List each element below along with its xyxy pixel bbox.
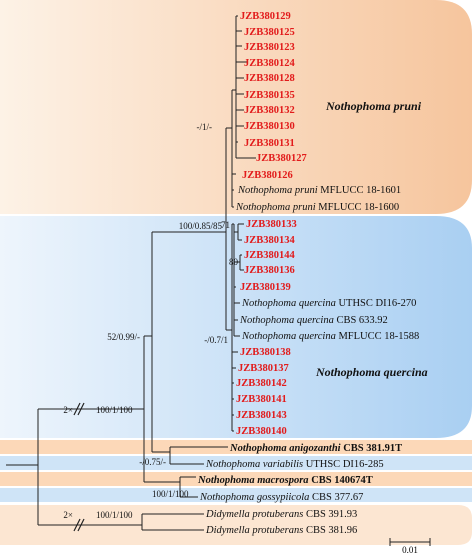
- scale-bar-label: 0.01: [402, 545, 418, 555]
- taxon-labels: JZB380129 JZB380125 JZB380123 JZB380124 JZB3…: [197, 11, 419, 536]
- taxon-strain-id: CBS 140674T: [309, 475, 373, 486]
- taxon-strain-id: UTHSC DI16-270: [336, 298, 417, 309]
- taxon-strain-id: MFLUCC 18-1588: [336, 331, 419, 342]
- taxon-new-strain-jzb380140: JZB380140: [236, 426, 287, 437]
- support-quercina-low: -/0.7/1: [204, 335, 228, 345]
- break-mark-label-lower: 2×: [63, 510, 73, 520]
- taxon-nothophoma-quercina-uthsc-di16-270: Nothophoma quercina UTHSC DI16-270: [241, 298, 416, 309]
- taxon-species-name: Nothophoma gossypiicola: [199, 492, 309, 503]
- taxon-species-name: Nothophoma pruni: [237, 185, 318, 196]
- taxon-nothophoma-pruni-mflucc-18-1600: Nothophoma pruni MFLUCC 18-1600: [235, 202, 399, 213]
- support-inner-80: 80: [229, 257, 239, 267]
- taxon-new-strain-jzb380144: JZB380144: [244, 250, 296, 261]
- support-node-52: 52/0.99/-: [107, 332, 140, 342]
- support-node-100-upper: 100/1/100: [96, 405, 133, 415]
- taxon-didymella-protuberans-cbs-381-96: Didymella protuberans CBS 381.96: [205, 525, 357, 536]
- branch-break-marks: [73, 402, 85, 532]
- taxon-new-strain-jzb380133: JZB380133: [246, 219, 297, 230]
- taxon-nothophoma-quercina-cbs-633-92: Nothophoma quercina CBS 633.92: [239, 315, 388, 326]
- taxon-new-strain-jzb380131: JZB380131: [244, 138, 295, 149]
- taxon-new-strain-jzb380128: JZB380128: [244, 73, 295, 84]
- outgroup-background: [0, 505, 472, 545]
- taxon-nothophoma-anigozanthi-cbs-381-91t: Nothophoma anigozanthi CBS 381.91T: [229, 443, 402, 454]
- taxon-strain-id: CBS 381.96: [303, 525, 357, 536]
- taxon-new-strain-jzb380123: JZB380123: [244, 42, 295, 53]
- taxon-strain-id: MFLUCC 18-1601: [318, 185, 401, 196]
- clade-labels: Nothophoma pruni Nothophoma quercina: [315, 99, 428, 379]
- taxon-new-strain-jzb380139: JZB380139: [240, 282, 291, 293]
- taxon-strain-id: UTHSC DI16-285: [303, 459, 384, 470]
- support-pruni-clade: -/1/-: [197, 122, 213, 132]
- taxon-new-strain-jzb380129: JZB380129: [240, 11, 291, 22]
- taxon-species-name: Didymella protuberans: [205, 525, 303, 536]
- taxon-strain-id: CBS 633.92: [334, 315, 388, 326]
- gossypiicola-row-background: [0, 488, 472, 502]
- taxon-strain-id: CBS 377.67: [309, 492, 363, 503]
- taxon-species-name: Nothophoma quercina: [239, 315, 334, 326]
- taxon-species-name: Nothophoma variabilis: [205, 459, 303, 470]
- taxon-species-name: Nothophoma anigozanthi: [229, 443, 341, 454]
- taxon-species-name: Nothophoma macrospora: [197, 475, 309, 486]
- taxon-new-strain-jzb380125: JZB380125: [244, 27, 295, 38]
- taxon-nothophoma-variabilis-uthsc-di16-285: Nothophoma variabilis UTHSC DI16-285: [205, 459, 384, 470]
- support-inner-71: 71: [221, 220, 230, 230]
- taxon-new-strain-jzb380143: JZB380143: [236, 410, 287, 421]
- quercina-clade-background: [0, 216, 472, 438]
- macrospora-row-background: [0, 472, 472, 486]
- support-macrospora-node: 100/1/100: [152, 489, 189, 499]
- taxon-new-strain-jzb380142: JZB380142: [236, 378, 287, 389]
- clade-label-quercina: Nothophoma quercina: [315, 365, 428, 379]
- break-mark-label-upper: 2×: [63, 405, 73, 415]
- taxon-species-name: Nothophoma quercina: [241, 298, 336, 309]
- taxon-nothophoma-gossypiicola-cbs-377-67: Nothophoma gossypiicola CBS 377.67: [199, 492, 363, 503]
- taxon-new-strain-jzb380127: JZB380127: [256, 153, 307, 164]
- taxon-species-name: Nothophoma quercina: [241, 331, 336, 342]
- taxon-new-strain-jzb380126: JZB380126: [242, 170, 293, 181]
- taxon-new-strain-jzb380134: JZB380134: [244, 235, 296, 246]
- taxon-new-strain-jzb380141: JZB380141: [236, 394, 287, 405]
- taxon-new-strain-jzb380136: JZB380136: [244, 265, 295, 276]
- taxon-strain-id: CBS 381.91T: [341, 443, 403, 454]
- taxon-strain-id: MFLUCC 18-1600: [316, 202, 399, 213]
- taxon-nothophoma-macrospora-cbs-140674t: Nothophoma macrospora CBS 140674T: [197, 475, 373, 486]
- taxon-new-strain-jzb380135: JZB380135: [244, 90, 295, 101]
- variabilis-row-background: [0, 456, 472, 470]
- taxon-species-name: Nothophoma pruni: [235, 202, 316, 213]
- scale-bar: 0.01: [389, 538, 431, 555]
- support-outgroup-node: 100/1/100: [96, 510, 133, 520]
- taxon-nothophoma-pruni-mflucc-18-1601: Nothophoma pruni MFLUCC 18-1601: [237, 185, 401, 196]
- taxon-strain-id: CBS 391.93: [303, 509, 357, 520]
- anigozanthi-row-background: [0, 440, 472, 454]
- clade-label-pruni: Nothophoma pruni: [325, 99, 422, 113]
- taxon-didymella-protuberans-cbs-391-93: Didymella protuberans CBS 391.93: [205, 509, 357, 520]
- support-values: -/1/- 100/0.85/85 71 80 -/0.7/1 52/0.99/…: [63, 122, 238, 520]
- taxon-new-strain-jzb380132: JZB380132: [244, 105, 295, 116]
- clade-backgrounds: [0, 0, 472, 545]
- tree-branches: [6, 15, 256, 531]
- taxon-species-name: Didymella protuberans: [205, 509, 303, 520]
- taxon-new-strain-jzb380124: JZB380124: [244, 58, 296, 69]
- taxon-nothophoma-quercina-mflucc-18-1588: Nothophoma quercina MFLUCC 18-1588: [241, 331, 419, 342]
- taxon-new-strain-jzb380137: JZB380137: [238, 363, 289, 374]
- support-big-clade: 100/0.85/85: [179, 221, 223, 231]
- taxon-new-strain-jzb380138: JZB380138: [240, 347, 291, 358]
- support-variabilis-node: -/0.75/-: [139, 457, 166, 467]
- taxon-new-strain-jzb380130: JZB380130: [244, 121, 295, 132]
